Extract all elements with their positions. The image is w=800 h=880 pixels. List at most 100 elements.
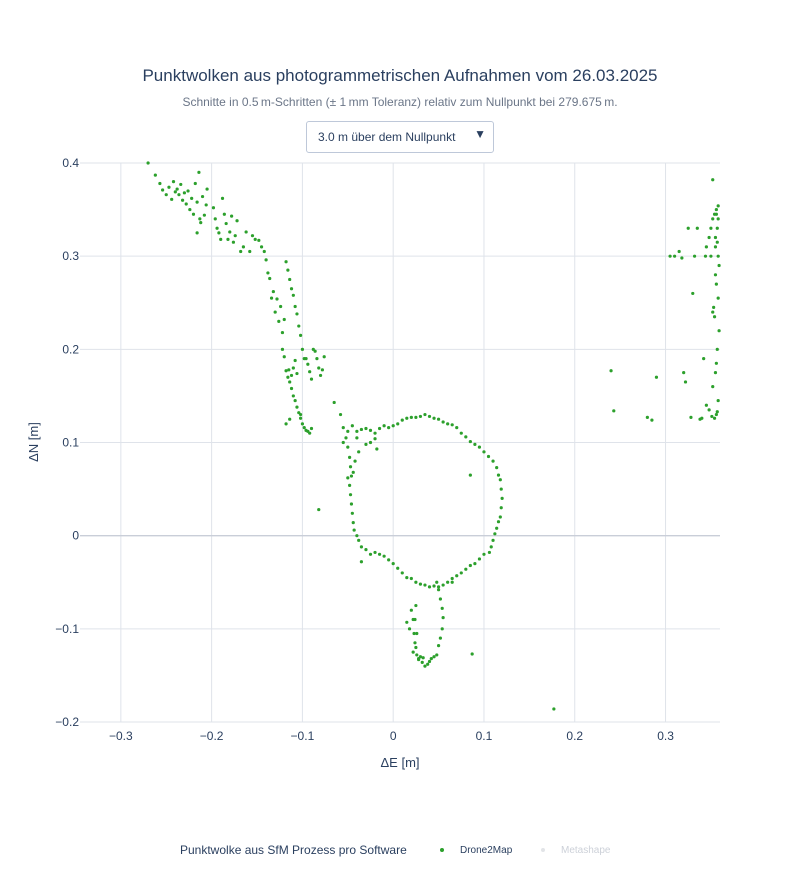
data-point [283, 318, 286, 321]
data-point [422, 656, 425, 659]
legend-marker-icon [541, 848, 545, 852]
data-point [295, 372, 298, 375]
data-point [281, 348, 284, 351]
data-point [421, 661, 424, 664]
data-point [349, 493, 352, 496]
data-point [295, 312, 298, 315]
data-point [439, 597, 442, 600]
data-point [437, 585, 440, 588]
data-point [364, 443, 367, 446]
data-point [437, 418, 440, 421]
data-point [292, 394, 295, 397]
data-point [439, 637, 442, 640]
data-point [430, 657, 433, 660]
data-point [499, 478, 502, 481]
data-point [158, 182, 161, 185]
data-point [270, 296, 273, 299]
data-point [500, 506, 503, 509]
data-point [700, 417, 703, 420]
data-point [495, 527, 498, 530]
data-point [410, 416, 413, 419]
data-point [297, 324, 300, 327]
data-point [286, 376, 289, 379]
data-point [673, 255, 676, 258]
data-point [414, 646, 417, 649]
data-point [696, 227, 699, 230]
scatter-plot[interactable]: −0.3 −0.2 −0.1 0 0.1 0.2 0.3 −0.2 −0.1 0 0.1 0.2 0.… [0, 0, 800, 840]
data-point [469, 474, 472, 477]
data-point [315, 357, 318, 360]
data-point [408, 627, 411, 630]
data-point [295, 405, 298, 408]
data-point [387, 426, 390, 429]
legend-item-drone2map[interactable]: Drone2Map [440, 845, 512, 856]
data-point [717, 255, 720, 258]
data-point [225, 222, 228, 225]
data-point [432, 584, 435, 587]
data-point [357, 539, 360, 542]
data-point [609, 369, 612, 372]
data-point [351, 424, 354, 427]
data-point [284, 260, 287, 263]
data-point [413, 618, 416, 621]
x-tick-label: 0 [390, 729, 397, 743]
data-point [360, 428, 363, 431]
data-point [205, 203, 208, 206]
legend-item-metashape[interactable]: Metashape [541, 845, 610, 856]
data-point [419, 415, 422, 418]
data-point [154, 174, 157, 177]
data-point [396, 422, 399, 425]
data-point [299, 334, 302, 337]
data-point [349, 465, 352, 468]
data-point [161, 188, 164, 191]
data-point [235, 219, 238, 222]
data-point [348, 456, 351, 459]
data-point [455, 426, 458, 429]
data-point [435, 581, 438, 584]
data-point [294, 305, 297, 308]
data-point [288, 380, 291, 383]
data-point [197, 171, 200, 174]
data-point [405, 576, 408, 579]
data-point [342, 441, 345, 444]
data-point [346, 476, 349, 479]
data-point [355, 436, 358, 439]
y-axis-label: ΔN [m] [26, 422, 41, 462]
data-point [260, 245, 263, 248]
data-point [691, 292, 694, 295]
data-point [292, 294, 295, 297]
data-point [281, 331, 284, 334]
y-tick-label: 0.2 [62, 342, 79, 356]
data-point [268, 277, 271, 280]
data-point [713, 417, 716, 420]
data-point [451, 581, 454, 584]
data-point [412, 651, 415, 654]
data-point [319, 374, 322, 377]
data-point [432, 655, 435, 658]
data-point [360, 560, 363, 563]
data-point [668, 255, 671, 258]
data-point [321, 368, 324, 371]
legend-label: Drone2Map [460, 845, 512, 856]
data-point [708, 236, 711, 239]
data-point [473, 562, 476, 565]
data-point [435, 653, 438, 656]
data-point [423, 413, 426, 416]
data-point [714, 236, 717, 239]
data-point [373, 437, 376, 440]
data-point [378, 427, 381, 430]
data-point [387, 558, 390, 561]
data-point [717, 399, 720, 402]
data-point [301, 422, 304, 425]
y-tick-label: 0.1 [62, 436, 79, 450]
data-point [710, 415, 713, 418]
x-axis-label: ΔE [m] [380, 755, 419, 770]
data-point [179, 183, 182, 186]
data-point [299, 417, 302, 420]
data-point [464, 568, 467, 571]
data-point [717, 296, 720, 299]
data-point [181, 199, 184, 202]
data-point [401, 571, 404, 574]
data-point [501, 497, 504, 500]
data-point [469, 440, 472, 443]
